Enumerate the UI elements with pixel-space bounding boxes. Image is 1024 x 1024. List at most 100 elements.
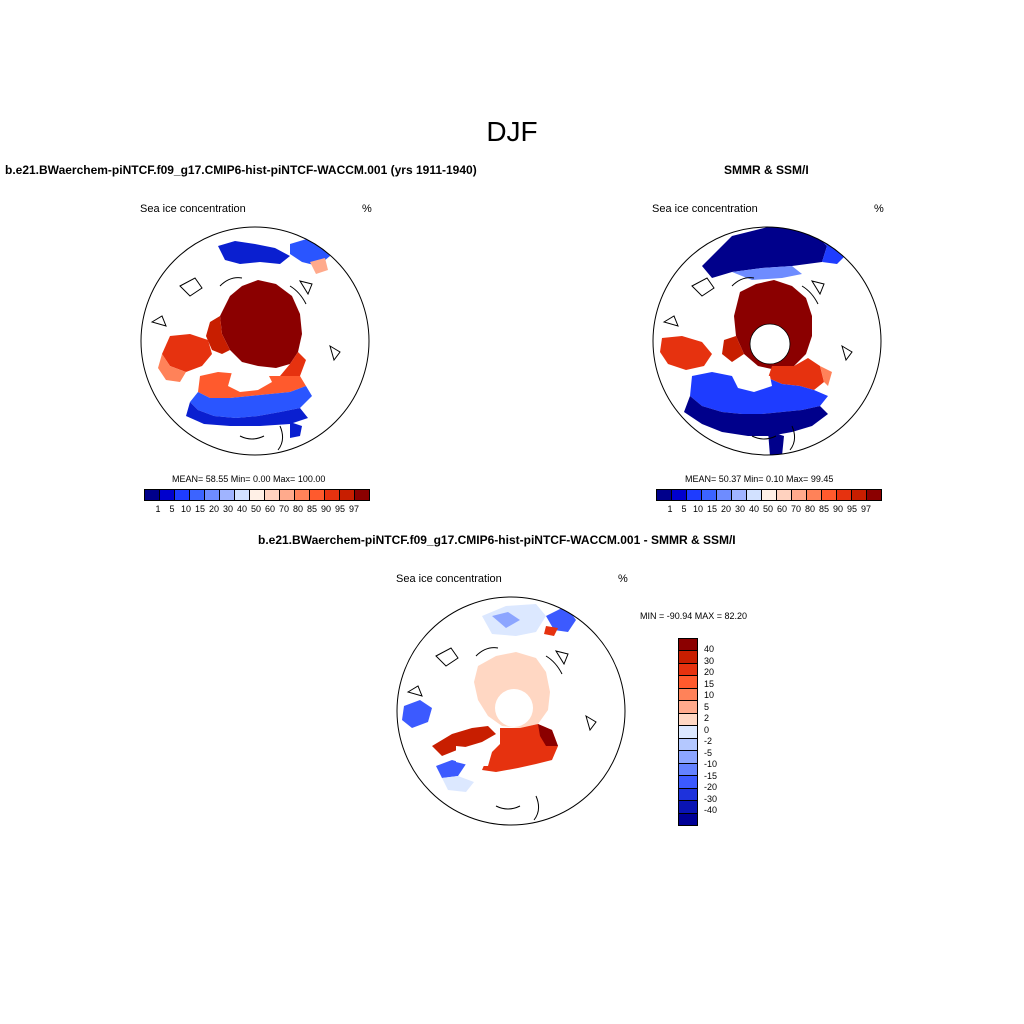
diff-polar-map	[396, 596, 626, 826]
diff-colorbar-label: -5	[704, 747, 713, 758]
model-colorbar-label: 90	[320, 504, 331, 514]
obs-colorbar-label: 40	[748, 504, 759, 514]
diff-colorbar-swatch	[679, 801, 697, 814]
diff-colorbar-swatch	[679, 651, 697, 664]
model-colorbar-swatch	[190, 490, 205, 500]
obs-colorbar-swatch	[807, 490, 822, 500]
obs-pole-hole	[749, 323, 791, 365]
obs-subtitle-units: %	[874, 203, 884, 215]
diff-colorbar-swatch	[679, 788, 697, 802]
model-colorbar-swatch	[295, 490, 310, 500]
obs-stats: MEAN= 50.37 Min= 0.10 Max= 99.45	[685, 474, 834, 484]
obs-colorbar-swatch	[837, 490, 852, 500]
diff-colorbar-label: 2	[704, 713, 710, 723]
model-colorbar-swatch	[340, 490, 355, 500]
diff-pole-hole	[495, 689, 533, 727]
model-colorbar-label: 70	[278, 504, 289, 514]
diff-colorbar-swatch	[679, 676, 697, 689]
obs-subtitle-left: Sea ice concentration	[652, 203, 758, 215]
diff-subtitle-left: Sea ice concentration	[396, 573, 502, 585]
model-colorbar-swatch	[280, 490, 295, 500]
diff-colorbar-label: -40	[704, 805, 718, 815]
obs-colorbar-swatch	[792, 490, 807, 500]
diff-colorbar-swatch	[679, 639, 697, 652]
diff-colorbar-swatch	[679, 776, 697, 789]
model-colorbar-swatch	[250, 490, 265, 500]
model-colorbar-label: 60	[264, 504, 275, 514]
obs-colorbar-swatch	[867, 490, 881, 500]
diff-colorbar-swatch	[679, 738, 697, 752]
diff-colorbar-label: -30	[704, 793, 718, 804]
obs-colorbar-label: 97	[860, 504, 871, 514]
obs-colorbar-labels: 1 5 10 15 20 30 40 50 60 70 80 85 90 95 97	[663, 504, 873, 514]
model-colorbar-label: 40	[236, 504, 247, 514]
model-colorbar-label: 15	[194, 504, 205, 514]
obs-colorbar-swatch	[822, 490, 837, 500]
diff-colorbar-label: -2	[704, 736, 713, 746]
obs-colorbar-label: 90	[832, 504, 843, 514]
obs-colorbar-label: 95	[846, 504, 857, 514]
diff-subtitle-units: %	[618, 573, 628, 585]
model-ice-bering	[218, 241, 290, 264]
diff-colorbar-label: 0	[704, 724, 710, 735]
diff-colorbar-label: -15	[704, 770, 718, 781]
model-colorbar-label: 20	[208, 504, 219, 514]
obs-colorbar-label: 20	[720, 504, 731, 514]
model-colorbar-labels: 1 5 10 15 20 30 40 50 60 70 80 85 90 95 97	[151, 504, 361, 514]
obs-colorbar-swatch	[732, 490, 747, 500]
obs-colorbar-label: 70	[790, 504, 801, 514]
obs-colorbar	[656, 489, 882, 501]
model-colorbar-swatch	[310, 490, 325, 500]
model-colorbar-label: 95	[334, 504, 345, 514]
obs-colorbar-label: 85	[818, 504, 829, 514]
diff-colorbar-label: 10	[704, 690, 715, 700]
diff-colorbar-swatch	[679, 701, 697, 714]
diff-colorbar-label: 5	[704, 701, 710, 712]
obs-colorbar-swatch	[657, 490, 672, 500]
diff-colorbar-swatch	[679, 713, 697, 727]
obs-colorbar-label: 60	[776, 504, 787, 514]
obs-colorbar-label: 15	[706, 504, 717, 514]
diff-colorbar-labels: 40 30 20 15 10 5 2 0 -2 -5 -10 -15 -20 -30 -40	[704, 644, 717, 817]
model-subtitle-left: Sea ice concentration	[140, 203, 246, 215]
diff-minmax: MIN = -90.94 MAX = 82.20	[640, 611, 748, 621]
diff-colorbar-label: -10	[704, 759, 718, 769]
obs-colorbar-swatch	[717, 490, 732, 500]
obs-colorbar-label: 50	[762, 504, 773, 514]
model-colorbar-label: 10	[180, 504, 191, 514]
obs-polar-map	[652, 226, 882, 456]
model-colorbar-label: 85	[306, 504, 317, 514]
diff-colorbar-label: 15	[704, 678, 715, 689]
model-panel-title: b.e21.BWaerchem-piNTCF.f09_g17.CMIP6-his…	[5, 163, 477, 177]
obs-ice-bering	[702, 227, 827, 278]
diff-colorbar-label: 40	[704, 644, 715, 654]
model-colorbar-swatch	[325, 490, 340, 500]
model-colorbar-swatch	[160, 490, 175, 500]
model-colorbar-label: 80	[292, 504, 303, 514]
obs-colorbar-swatch	[777, 490, 792, 500]
obs-colorbar-swatch	[702, 490, 717, 500]
model-colorbar	[144, 489, 370, 501]
diff-panel-title: b.e21.BWaerchem-piNTCF.f09_g17.CMIP6-his…	[258, 533, 736, 547]
model-ice-arctic-core	[220, 280, 302, 368]
model-colorbar-swatch	[205, 490, 220, 500]
obs-colorbar-label: 5	[681, 504, 687, 514]
model-colorbar-swatch	[235, 490, 250, 500]
diff-colorbar-swatch	[679, 726, 697, 739]
model-subtitle-units: %	[362, 203, 372, 215]
obs-colorbar-swatch	[852, 490, 867, 500]
diff-colorbar-swatch	[679, 813, 697, 826]
obs-colorbar-swatch	[687, 490, 702, 500]
obs-colorbar-swatch	[747, 490, 762, 500]
obs-colorbar-label: 1	[667, 504, 673, 514]
diff-colorbar-swatch	[679, 688, 697, 702]
obs-colorbar-label: 10	[692, 504, 703, 514]
main-title: DJF	[486, 116, 538, 147]
model-colorbar-label: 30	[222, 504, 233, 514]
model-stats: MEAN= 58.55 Min= 0.00 Max= 100.00	[172, 474, 326, 484]
model-colorbar-label: 97	[348, 504, 359, 514]
model-colorbar-swatch	[355, 490, 369, 500]
obs-colorbar-swatch	[762, 490, 777, 500]
diff-colorbar-swatch	[679, 763, 697, 777]
model-colorbar-swatch	[220, 490, 235, 500]
